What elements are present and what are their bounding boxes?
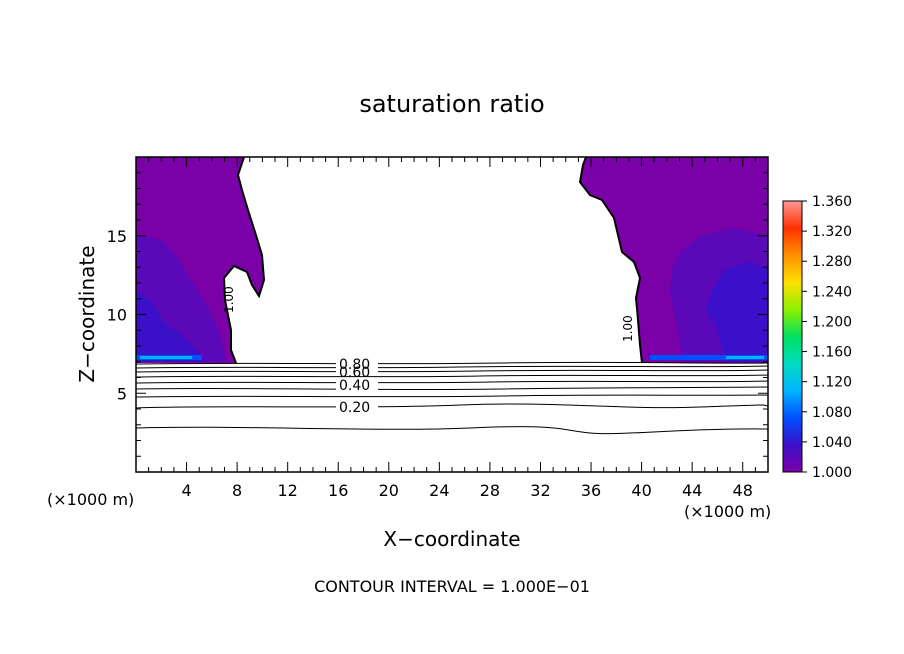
x-tick-label: 36 [581, 481, 601, 500]
contour-interval-note: CONTOUR INTERVAL = 1.000E−01 [314, 577, 590, 596]
contour-line [135, 394, 769, 398]
colorbar-label: 1.200 [812, 314, 852, 330]
contour-labels: 0.80 0.60 0.40 0.20 1.00 1.00 [222, 286, 635, 416]
x-tick-label: 20 [379, 481, 399, 500]
contour-line [135, 380, 769, 384]
contour-label: 0.20 [339, 400, 370, 416]
colorbar-label: 1.160 [812, 345, 852, 361]
colorbar-label: 1.320 [812, 224, 852, 240]
colorbar-label: 1.080 [812, 405, 852, 421]
contour-line [135, 361, 769, 365]
contour-label: 1.00 [222, 286, 236, 313]
colorbar: 1.360 1.320 1.280 1.240 1.200 1.160 1.120 1.080… [782, 194, 852, 481]
contour-label: 0.60 [339, 365, 370, 381]
colorbar-scale [782, 200, 803, 473]
contour-line [135, 403, 769, 409]
x-tick-label: 48 [733, 481, 753, 500]
supersaturated-inner-right [706, 262, 768, 362]
supersaturated-peak-left [140, 356, 192, 359]
x-tick-label: 40 [631, 481, 651, 500]
contour-line-1.00-right [578, 156, 643, 364]
x-tick-label: 44 [682, 481, 702, 500]
x-tick-label: 24 [429, 481, 449, 500]
colorbar-label: 1.000 [812, 465, 852, 481]
x-tick-label: 16 [328, 481, 348, 500]
x-tick-label: 32 [530, 481, 550, 500]
y-tick-label: 5 [117, 384, 127, 403]
contour-label: 1.00 [621, 315, 635, 342]
y-axis-label: Z−coordinate [75, 245, 99, 382]
colorbar-label: 1.120 [812, 375, 852, 391]
y-tick-label: 10 [107, 306, 127, 325]
y-axis: 5 10 15 [107, 172, 768, 457]
plot-area: 0.80 0.60 0.40 0.20 1.00 1.00 [135, 156, 769, 435]
x-unit-label-right: (×1000 m) [684, 502, 771, 521]
contour-line [135, 426, 769, 435]
supersaturated-inner-left [136, 290, 206, 362]
contour-label: 0.40 [339, 378, 370, 394]
contour-line [135, 369, 769, 373]
contour-line-1.00-left [222, 156, 266, 364]
colorbar-label: 1.280 [812, 254, 852, 270]
contour-line [135, 374, 769, 378]
supersaturated-peak-right [726, 356, 764, 359]
x-tick-label: 8 [232, 481, 242, 500]
colorbar-label: 1.240 [812, 284, 852, 300]
x-tick-label: 12 [278, 481, 298, 500]
x-unit-label-left: (×1000 m) [47, 490, 134, 509]
chart-title: saturation ratio [359, 90, 544, 118]
x-axis-label: X−coordinate [383, 527, 520, 551]
colorbar-label: 1.360 [812, 194, 852, 210]
x-tick-label: 4 [181, 481, 191, 500]
y-tick-label: 15 [107, 227, 127, 246]
x-tick-label: 28 [480, 481, 500, 500]
contour-line [135, 386, 769, 391]
contour-line [135, 365, 769, 369]
colorbar-label: 1.040 [812, 435, 852, 451]
supersaturated-band-right [650, 355, 768, 360]
contour-lines [135, 361, 769, 435]
x-axis: 4 8 12 16 20 24 28 32 36 40 44 48 [148, 157, 756, 500]
